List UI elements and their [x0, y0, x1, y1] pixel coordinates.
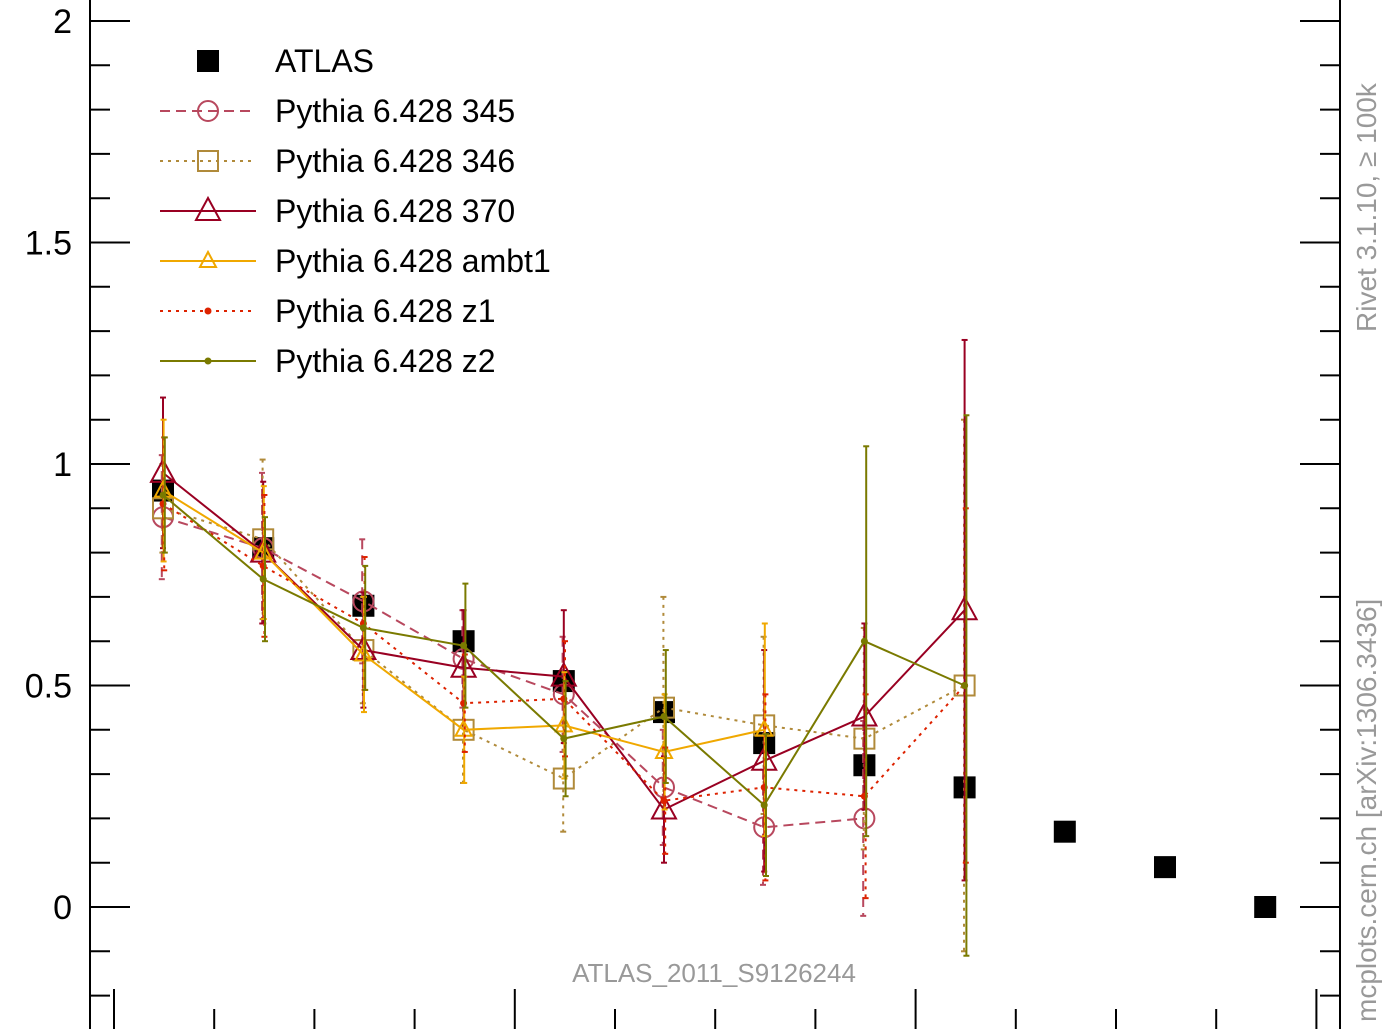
- legend-entry: Pythia 6.428 ambt1: [160, 243, 551, 279]
- legend-label: Pythia 6.428 346: [275, 143, 515, 179]
- series-group: [149, 338, 1277, 957]
- data-point: [554, 714, 574, 733]
- series-line: [162, 516, 865, 829]
- y-tick-label: 1: [53, 446, 72, 484]
- y-tick-label: 2: [53, 3, 72, 41]
- analysis-annotation: ATLAS_2011_S9126244: [572, 958, 856, 988]
- plot-frame: [89, 0, 1341, 1029]
- data-point: [654, 740, 674, 759]
- legend-entry: Pythia 6.428 346: [160, 143, 515, 179]
- data-point: [259, 575, 267, 583]
- mcplots-source-label: mcplots.cern.ch [arXiv:1306.3436]: [1351, 599, 1382, 1022]
- data-point: [650, 794, 678, 820]
- data-point: [560, 735, 568, 743]
- rivet-version-label: Rivet 3.1.10, ≥ 100k: [1351, 82, 1382, 332]
- data-point: [353, 643, 374, 662]
- y-tick-label: 1.5: [25, 225, 72, 263]
- y-tick-label: 0.5: [25, 668, 72, 706]
- data-point: [1154, 856, 1176, 879]
- y-tick-label: 0: [53, 889, 72, 927]
- data-point: [961, 682, 969, 689]
- legend-marker: [197, 50, 219, 72]
- series-6: [159, 414, 970, 957]
- series-0: [152, 479, 1277, 918]
- data-point: [460, 642, 468, 650]
- data-point: [760, 801, 768, 809]
- data-point: [754, 718, 774, 737]
- series-line: [162, 489, 765, 753]
- legend-marker: [198, 249, 218, 268]
- data-point: [159, 491, 167, 499]
- legend: ATLAS Pythia 6.428 345 Pythia 6.428 346 Pyt…: [160, 43, 551, 379]
- data-point: [660, 713, 668, 721]
- legend-label: Pythia 6.428 345: [275, 93, 515, 129]
- legend-marker: [194, 195, 222, 221]
- data-point: [950, 595, 979, 621]
- legend-entry: Pythia 6.428 z2: [160, 343, 496, 379]
- y-axis: 0 0.5 1 1.5 2: [25, 3, 1340, 997]
- legend-entry: ATLAS: [197, 43, 374, 79]
- legend-label: ATLAS: [275, 43, 374, 79]
- data-point: [660, 797, 668, 805]
- legend-marker: [204, 357, 212, 365]
- data-point: [253, 541, 273, 560]
- legend-entry: Pythia 6.428 z1: [160, 293, 496, 329]
- legend-label: Pythia 6.428 370: [275, 193, 515, 229]
- data-point: [860, 637, 868, 645]
- data-point: [1254, 896, 1277, 918]
- series-line: [162, 507, 966, 780]
- legend-entry: Pythia 6.428 345: [160, 93, 515, 129]
- x-axis: [113, 989, 1318, 1029]
- legend-marker: [197, 100, 219, 122]
- data-point: [850, 701, 879, 727]
- data-point: [359, 624, 367, 632]
- legend-label: Pythia 6.428 z2: [275, 343, 496, 379]
- data-point: [453, 718, 474, 737]
- legend-entry: Pythia 6.428 370: [160, 193, 515, 229]
- legend-label: Pythia 6.428 ambt1: [275, 243, 551, 279]
- legend-label: Pythia 6.428 z1: [275, 293, 496, 329]
- data-point: [1053, 820, 1076, 843]
- legend-marker: [204, 307, 212, 315]
- legend-marker: [197, 150, 219, 172]
